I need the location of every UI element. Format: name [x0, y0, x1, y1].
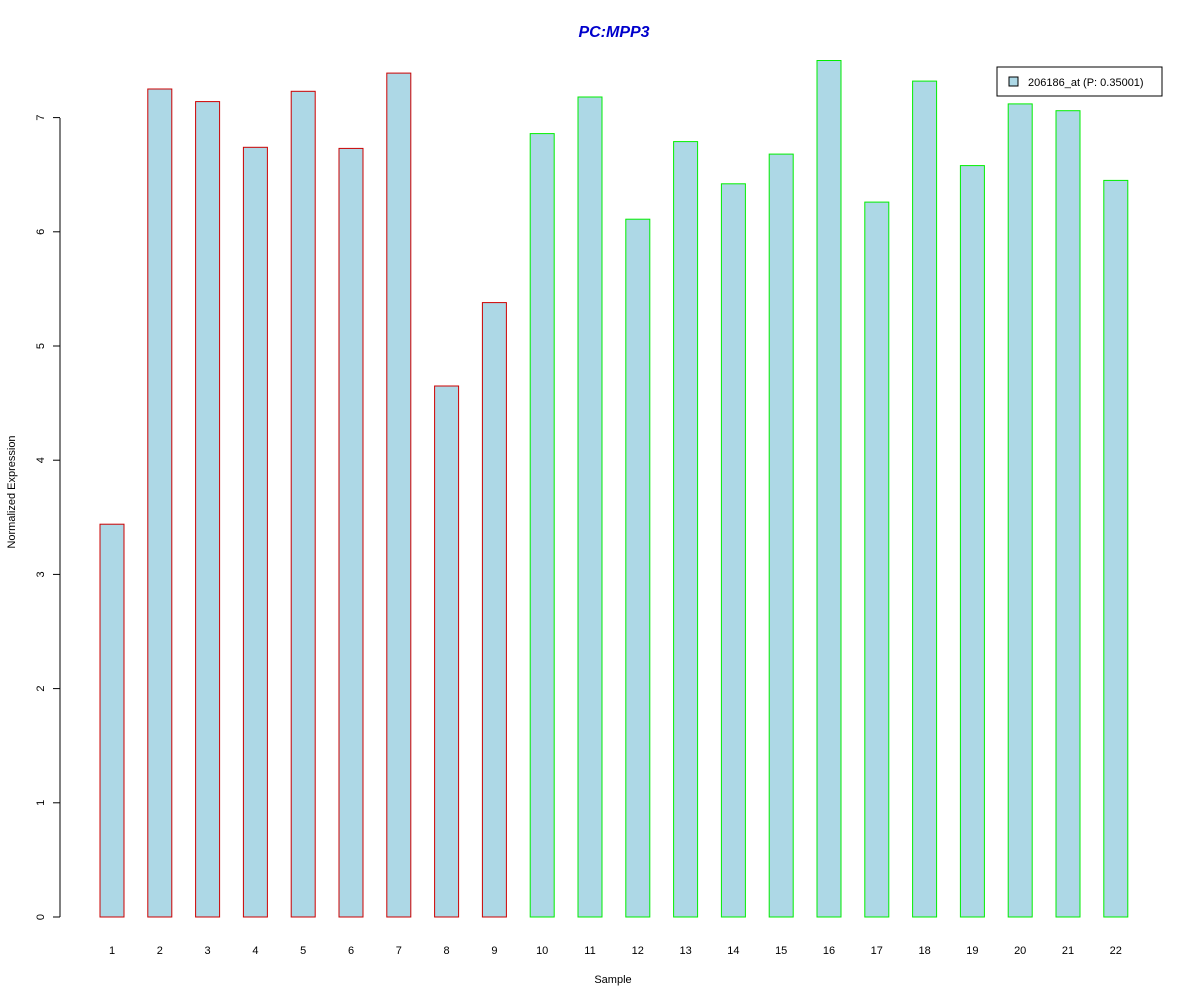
bar-sample-2 [147, 88, 173, 918]
bar-sample-7 [386, 72, 412, 918]
x-tick-label: 3 [205, 945, 211, 957]
y-axis-title: Normalized Expression [6, 435, 18, 548]
bar-sample-11 [577, 96, 603, 918]
x-tick-label: 11 [584, 945, 595, 957]
legend-label: 206186_at (P: 0.35001) [1028, 77, 1144, 89]
x-axis-title: Sample [594, 974, 631, 986]
y-tick-label: 0 [35, 914, 47, 920]
x-tick-label: 8 [444, 945, 450, 957]
x-tick-label: 16 [823, 945, 835, 957]
bar-sample-5 [290, 90, 316, 918]
x-tick-label: 22 [1110, 945, 1122, 957]
bar-sample-21 [1055, 110, 1081, 918]
bar-sample-16 [816, 60, 842, 918]
bar-sample-6 [338, 147, 364, 918]
bar-sample-8 [434, 385, 460, 918]
y-tick-label: 5 [35, 343, 47, 349]
x-tick-label: 1 [109, 945, 115, 957]
x-tick-label: 18 [918, 945, 930, 957]
y-tick-label: 3 [35, 571, 47, 577]
legend: 206186_at (P: 0.35001) [996, 66, 1163, 97]
x-tick-label: 10 [536, 945, 548, 957]
bar-sample-4 [242, 146, 268, 918]
x-tick-label: 21 [1062, 945, 1074, 957]
bar-sample-22 [1103, 179, 1129, 918]
x-tick-label: 20 [1014, 945, 1026, 957]
bars-group [99, 60, 1129, 918]
x-tick-label: 17 [871, 945, 883, 957]
x-tick-label: 4 [252, 945, 258, 957]
chart-title: PC:MPP3 [578, 24, 649, 41]
x-tick-label: 6 [348, 945, 354, 957]
y-tick-label: 4 [35, 457, 47, 463]
y-tick-label: 7 [35, 115, 47, 121]
x-tick-label: 14 [727, 945, 739, 957]
bar-sample-3 [195, 101, 221, 918]
y-tick-label: 6 [35, 229, 47, 235]
bar-sample-12 [625, 218, 651, 918]
bar-sample-13 [673, 141, 699, 918]
bar-sample-19 [959, 165, 985, 918]
legend-box [996, 66, 1163, 97]
bar-sample-1 [99, 523, 125, 918]
y-tick-label: 1 [35, 800, 47, 806]
x-tick-label: 2 [157, 945, 163, 957]
y-axis-ticks: 0 1 2 3 4 5 6 7 [35, 115, 60, 920]
bar-sample-10 [529, 133, 555, 918]
x-tick-label: 7 [396, 945, 402, 957]
x-tick-label: 15 [775, 945, 787, 957]
x-axis-tick-labels: 1 2 3 4 5 6 7 8 9 10 11 12 13 14 15 16 17 18 19 20 21 22 [109, 945, 1122, 957]
x-tick-label: 5 [300, 945, 306, 957]
bar-sample-14 [720, 183, 746, 918]
bar-sample-15 [768, 153, 794, 918]
bar-sample-18 [912, 80, 938, 918]
y-tick-label: 2 [35, 686, 47, 692]
x-tick-label: 13 [679, 945, 691, 957]
x-tick-label: 9 [491, 945, 497, 957]
bar-sample-17 [864, 201, 890, 918]
legend-swatch [1008, 76, 1019, 87]
bar-sample-9 [481, 302, 507, 918]
x-tick-label: 12 [632, 945, 644, 957]
x-tick-label: 19 [966, 945, 978, 957]
bar-sample-20 [1007, 103, 1033, 918]
